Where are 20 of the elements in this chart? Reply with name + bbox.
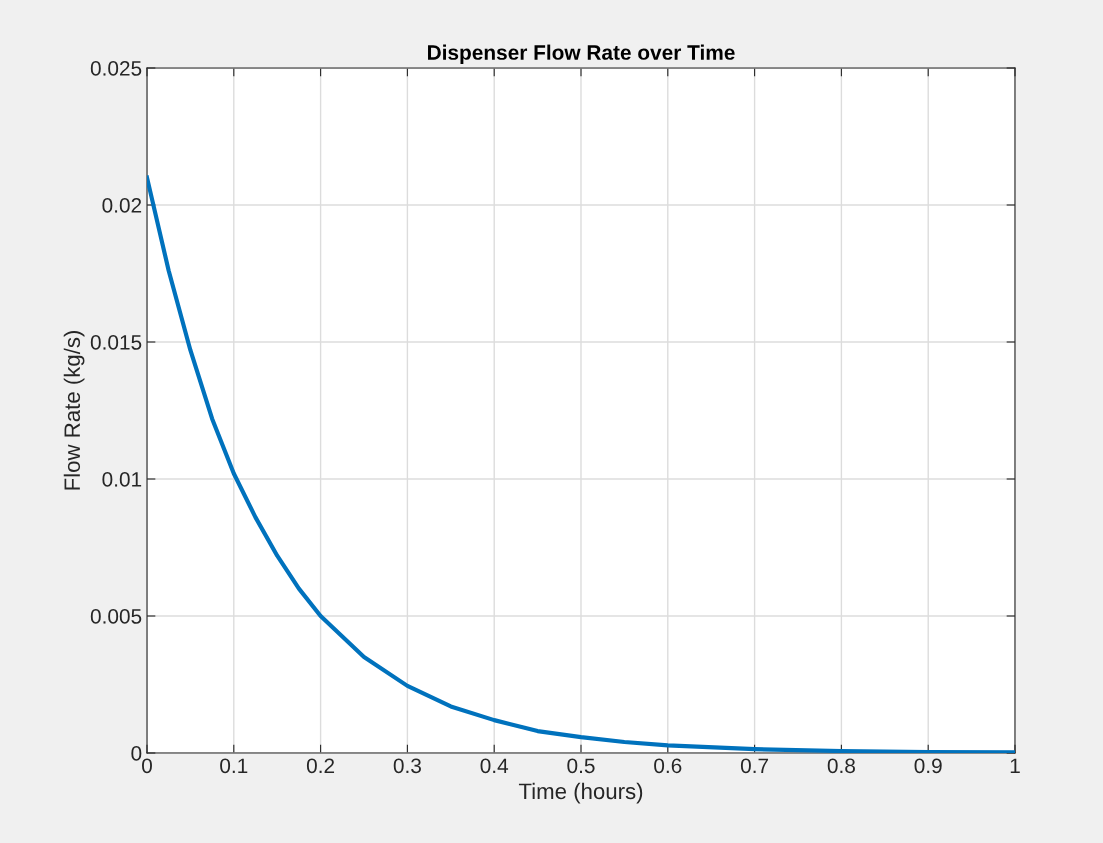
x-tick-label: 0.6 [654, 758, 682, 774]
x-axis-title: Time (hours) [518, 782, 643, 804]
x-tick-label: 1 [1010, 758, 1020, 773]
x-tick-label: 0.5 [567, 758, 595, 774]
x-tick-label: 0.9 [914, 758, 942, 774]
y-tick-label: 0.015 [90, 335, 142, 350]
chart-title: Dispenser Flow Rate over Time [428, 44, 735, 64]
y-axis-title: Flow Rate (kg/s) [63, 330, 85, 490]
x-tick-label: 0.4 [480, 758, 509, 774]
x-tick-label: 0.2 [306, 758, 335, 774]
x-tick-label: 0.1 [220, 758, 248, 774]
x-tick-label: 0.3 [393, 758, 421, 774]
y-tick-label: 0.01 [102, 472, 142, 487]
y-tick-label: 0.025 [90, 61, 142, 76]
x-tick-label: 0.8 [827, 758, 855, 774]
y-tick-label: 0.005 [90, 609, 142, 624]
x-tick-label: 0 [142, 758, 152, 774]
y-tick-label: 0 [131, 746, 142, 761]
x-tick-label: 0.7 [740, 758, 769, 774]
y-tick-label: 0.02 [102, 198, 142, 213]
